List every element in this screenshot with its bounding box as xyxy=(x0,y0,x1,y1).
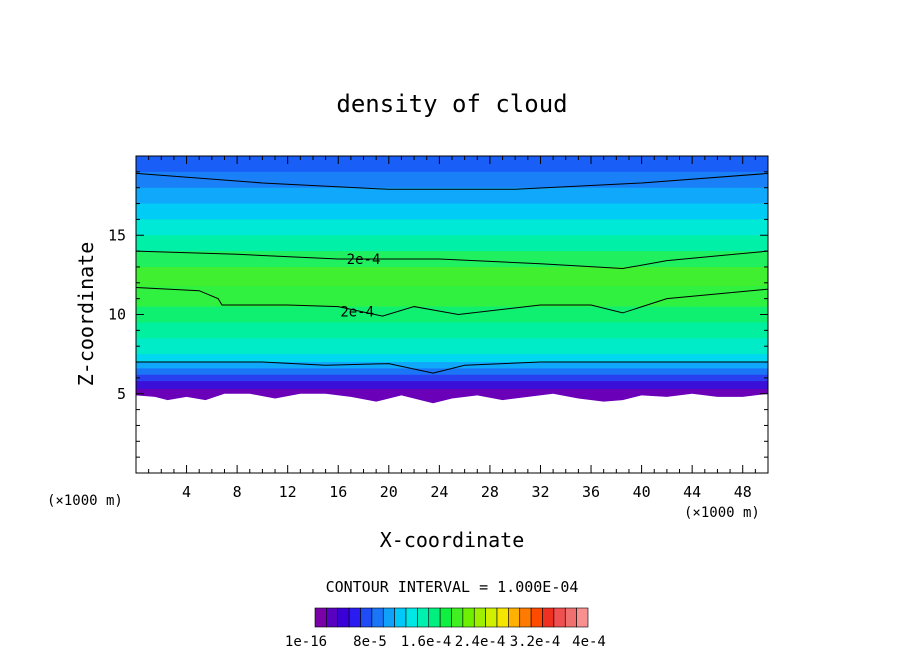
field-band xyxy=(136,156,768,173)
colorbar-swatch xyxy=(394,607,407,628)
colorbar-label: 3.2e-4 xyxy=(510,634,561,650)
field-band xyxy=(136,354,768,363)
colorbar-swatch xyxy=(496,607,509,628)
x-tick-label: 48 xyxy=(734,483,752,501)
field-band xyxy=(136,374,768,382)
x-axis: 4 8 12 16 20 24 28 32 36 40 44 48 xyxy=(148,156,756,501)
field-band xyxy=(136,235,768,252)
field-band xyxy=(136,381,768,390)
contour-line xyxy=(136,287,768,317)
x-tick-label: 24 xyxy=(430,483,448,501)
x-tick-label: 4 xyxy=(182,483,191,501)
x-tick-label: 16 xyxy=(329,483,347,501)
cloud-free-region xyxy=(136,393,768,473)
y-tick-label: 15 xyxy=(108,226,126,244)
field-band xyxy=(136,203,768,220)
colorbar-swatch xyxy=(337,607,350,628)
colorbar-swatch xyxy=(326,607,339,628)
x-tick-label: 40 xyxy=(633,483,651,501)
contour-label: 2e-4 xyxy=(347,252,381,268)
x-tick-label: 8 xyxy=(233,483,242,501)
colorbar-label: 2.4e-4 xyxy=(455,634,506,650)
y-tick-label: 5 xyxy=(117,385,126,403)
contour-lines xyxy=(136,172,768,374)
x-tick-label: 44 xyxy=(683,483,701,501)
colorbar-swatch xyxy=(417,607,430,628)
colorbar xyxy=(314,607,589,628)
colorbar-label: 1.6e-4 xyxy=(401,634,452,650)
colorbar-swatch xyxy=(382,607,395,628)
y-tick-label: 10 xyxy=(108,306,126,324)
colorbar-swatch xyxy=(508,607,521,628)
x-tick-label: 28 xyxy=(481,483,499,501)
colorbar-swatch xyxy=(530,607,543,628)
x-tick-label: 12 xyxy=(279,483,297,501)
field-band xyxy=(136,362,768,369)
field-band xyxy=(136,322,768,339)
colorbar-swatch xyxy=(553,607,566,628)
colorbar-swatch xyxy=(485,607,498,628)
colorbar-label: 4e-4 xyxy=(572,634,606,650)
y-axis-label: Z-coordinate xyxy=(74,242,98,387)
colorbar-swatch xyxy=(462,607,475,628)
colorbar-swatch xyxy=(428,607,441,628)
field-band xyxy=(136,306,768,323)
colorbar-swatch xyxy=(360,607,373,628)
contour-interval: CONTOUR INTERVAL = 1.000E-04 xyxy=(326,578,579,596)
x-tick-label: 36 xyxy=(582,483,600,501)
x-unit-left: (×1000 m) xyxy=(47,493,123,509)
colorbar-swatch xyxy=(348,607,361,628)
x-axis-label: X-coordinate xyxy=(380,528,525,552)
field-band xyxy=(136,187,768,205)
field-band xyxy=(136,338,768,355)
colorbar-swatch xyxy=(519,607,532,628)
colorbar-label: 8e-5 xyxy=(353,634,387,650)
colorbar-swatch xyxy=(314,607,327,628)
colorbar-labels: 1e-16 8e-5 1.6e-4 2.4e-4 3.2e-4 4e-4 xyxy=(285,634,606,650)
colorbar-swatch xyxy=(564,607,577,628)
contour-label: 2e-4 xyxy=(340,304,374,320)
colorbar-swatch xyxy=(371,607,384,628)
colorbar-swatch xyxy=(576,607,589,628)
chart-title: density of cloud xyxy=(336,90,567,118)
x-unit-right: (×1000 m) xyxy=(684,505,760,521)
contour-line xyxy=(136,172,768,190)
field-band xyxy=(136,171,768,189)
x-tick-label: 32 xyxy=(531,483,549,501)
colorbar-swatch xyxy=(439,607,452,628)
field-band xyxy=(136,219,768,236)
field-band xyxy=(136,266,768,287)
colorbar-label: 1e-16 xyxy=(285,634,327,650)
y-axis: 5 10 15 xyxy=(108,171,768,458)
contour-labels: 2e-4 2e-4 xyxy=(340,252,381,320)
x-tick-label: 20 xyxy=(380,483,398,501)
colorbar-swatch xyxy=(473,607,486,628)
field-band xyxy=(136,285,768,308)
colorbar-swatch xyxy=(542,607,555,628)
contour-line xyxy=(136,250,768,270)
colorbar-swatch xyxy=(405,607,418,628)
contour-line xyxy=(136,361,768,374)
density-field xyxy=(136,156,768,473)
field-band xyxy=(136,368,768,376)
colorbar-swatch xyxy=(451,607,464,628)
